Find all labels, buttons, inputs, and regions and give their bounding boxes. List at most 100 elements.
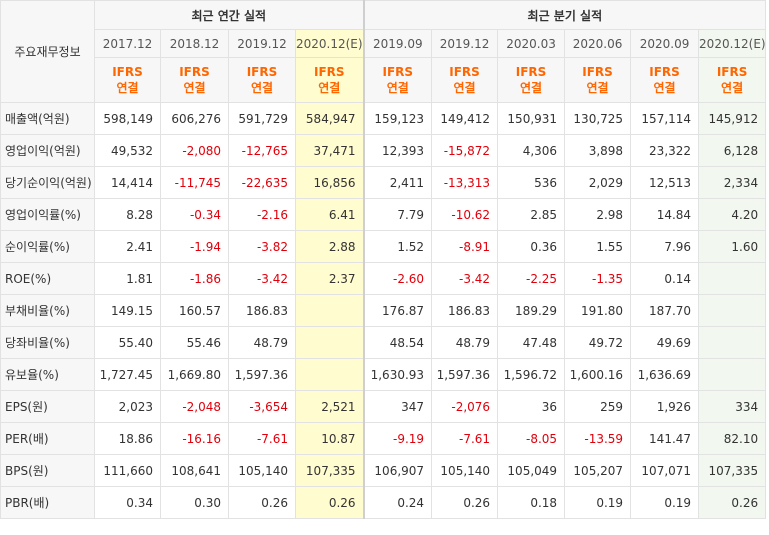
row-label: 영업이익률(%) xyxy=(0,198,95,231)
value-cell: -15,872 xyxy=(431,134,499,167)
value-cell: 14.84 xyxy=(630,198,700,231)
table-row: BPS(원) 111,660 108,641 105,140 107,335 106,90… xyxy=(0,454,767,487)
period-header: 2019.09 xyxy=(362,29,433,58)
value-cell: 1,597.36 xyxy=(228,358,296,391)
value-cell: 107,335 xyxy=(698,454,767,487)
row-label: 당기순이익(억원) xyxy=(0,166,95,199)
period-header: 2019.12 xyxy=(431,29,499,58)
ifrs-consolidated-label: IFRS 연결 xyxy=(294,57,365,103)
period-header: 2020.12(E) xyxy=(294,29,365,58)
value-cell: 1.81 xyxy=(94,262,161,295)
value-cell: 10.87 xyxy=(294,422,365,455)
value-cell: 18.86 xyxy=(94,422,161,455)
value-cell: 536 xyxy=(497,166,566,199)
annual-results-header: 최근 연간 실적 xyxy=(93,0,365,30)
value-cell: -2.60 xyxy=(362,262,433,295)
consolidated-label: 연결 xyxy=(318,81,341,95)
value-cell: 7.96 xyxy=(630,230,700,263)
ifrs-header-row: IFRS 연결 IFRS 연결 IFRS 연결 IFRS 연결 IFRS 연결 IFRS 연결 IFRS… xyxy=(1,57,767,103)
value-cell: 2.41 xyxy=(94,230,161,263)
value-cell: 334 xyxy=(698,390,767,423)
value-cell: 111,660 xyxy=(94,454,161,487)
value-cell: 347 xyxy=(362,390,433,423)
value-cell: 191.80 xyxy=(564,294,632,327)
period-header: 2020.09 xyxy=(630,29,700,58)
value-cell xyxy=(294,294,365,327)
value-cell: 48.54 xyxy=(362,326,433,359)
value-cell: 107,071 xyxy=(630,454,700,487)
ifrs-consolidated-label: IFRS 연결 xyxy=(698,57,767,103)
ifrs-consolidated-label: IFRS 연결 xyxy=(497,57,566,103)
ifrs-label: IFRS xyxy=(649,65,680,79)
value-cell: 107,335 xyxy=(294,454,365,487)
value-cell: 259 xyxy=(564,390,632,423)
value-cell: -12,765 xyxy=(228,134,296,167)
value-cell: 37,471 xyxy=(294,134,365,167)
value-cell: 187.70 xyxy=(630,294,700,327)
value-cell: 1,596.72 xyxy=(497,358,566,391)
value-cell: 1,669.80 xyxy=(160,358,229,391)
value-cell: 2,023 xyxy=(94,390,161,423)
consolidated-label: 연결 xyxy=(586,81,609,95)
row-label: 영업이익(억원) xyxy=(0,134,95,167)
period-header-row: 2017.12 2018.12 2019.12 2020.12(E) 2019.09 20… xyxy=(1,29,767,58)
value-cell: 0.19 xyxy=(630,486,700,519)
value-cell: 2.85 xyxy=(497,198,566,231)
value-cell: 36 xyxy=(497,390,566,423)
value-cell: 0.18 xyxy=(497,486,566,519)
ifrs-label: IFRS xyxy=(112,65,143,79)
ifrs-label: IFRS xyxy=(382,65,414,79)
value-cell: 1,727.45 xyxy=(94,358,161,391)
value-cell: 606,276 xyxy=(160,102,229,135)
value-cell: 2,521 xyxy=(294,390,365,423)
value-cell: 0.36 xyxy=(497,230,566,263)
value-cell xyxy=(698,358,767,391)
value-cell: -3.42 xyxy=(431,262,499,295)
period-header: 2018.12 xyxy=(160,29,229,58)
table-row: 부채비율(%) 149.15 160.57 186.83 176.87 186.83 189… xyxy=(0,294,767,327)
table-row: 순이익률(%) 2.41 -1.94 -3.82 2.88 1.52 -8.91 0.36 1.… xyxy=(0,230,767,263)
value-cell: 584,947 xyxy=(294,102,365,135)
value-cell: 48.79 xyxy=(431,326,499,359)
row-label: PER(배) xyxy=(0,422,95,455)
value-cell: 0.24 xyxy=(362,486,433,519)
quarterly-results-header: 최근 분기 실적 xyxy=(362,0,767,30)
value-cell: 49.69 xyxy=(630,326,700,359)
value-cell: 1,600.16 xyxy=(564,358,632,391)
table-row: EPS(원) 2,023 -2,048 -3,654 2,521 347 -2,076 36 2… xyxy=(0,390,767,423)
value-cell: -1.86 xyxy=(160,262,229,295)
value-cell: 8.28 xyxy=(94,198,161,231)
table-row: 영업이익률(%) 8.28 -0.34 -2.16 6.41 7.79 -10.62 2.85… xyxy=(0,198,767,231)
value-cell: 189.29 xyxy=(497,294,566,327)
value-cell: 186.83 xyxy=(228,294,296,327)
value-cell: -2.25 xyxy=(497,262,566,295)
value-cell: 2.88 xyxy=(294,230,365,263)
value-cell xyxy=(294,326,365,359)
value-cell: 0.26 xyxy=(294,486,365,519)
value-cell: 55.46 xyxy=(160,326,229,359)
value-cell: 82.10 xyxy=(698,422,767,455)
financial-summary-table: 주요재무정보 최근 연간 실적 최근 분기 실적 2017.12 2018.12 2… xyxy=(0,0,767,519)
value-cell: -10.62 xyxy=(431,198,499,231)
value-cell: 2,334 xyxy=(698,166,767,199)
value-cell: -8.05 xyxy=(497,422,566,455)
period-header: 2019.12 xyxy=(228,29,296,58)
value-cell: 48.79 xyxy=(228,326,296,359)
value-cell: -11,745 xyxy=(160,166,229,199)
table-row: PBR(배) 0.34 0.30 0.26 0.26 0.24 0.26 0.18 0.19 0.… xyxy=(0,486,767,519)
value-cell: 1.52 xyxy=(362,230,433,263)
value-cell: 145,912 xyxy=(698,102,767,135)
value-cell: 0.30 xyxy=(160,486,229,519)
value-cell: 160.57 xyxy=(160,294,229,327)
ifrs-consolidated-label: IFRS 연결 xyxy=(362,57,433,103)
value-cell: -16.16 xyxy=(160,422,229,455)
value-cell: 12,393 xyxy=(362,134,433,167)
value-cell: 49.72 xyxy=(564,326,632,359)
value-cell: -13,313 xyxy=(431,166,499,199)
value-cell: 55.40 xyxy=(94,326,161,359)
row-label: 유보율(%) xyxy=(0,358,95,391)
value-cell: 108,641 xyxy=(160,454,229,487)
value-cell: 0.26 xyxy=(431,486,499,519)
value-cell: -0.34 xyxy=(160,198,229,231)
value-cell: 6.41 xyxy=(294,198,365,231)
